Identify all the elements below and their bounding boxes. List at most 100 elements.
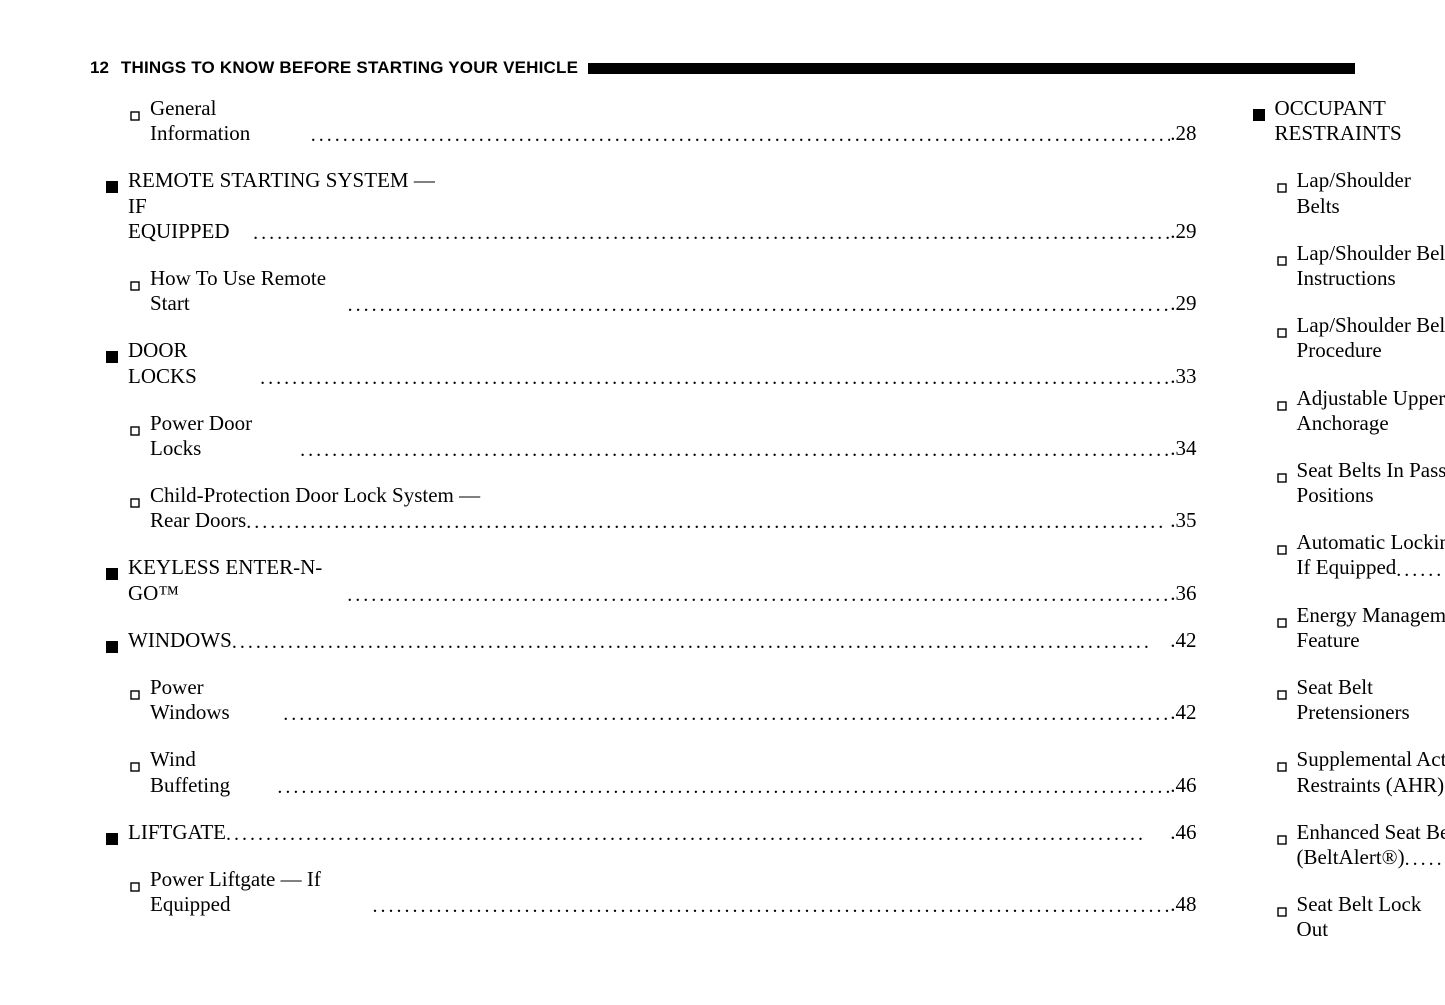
toc-entry: Energy Management Feature .63 — [1237, 603, 1445, 653]
toc-entry: LIFTGATE .46 — [90, 820, 1197, 845]
toc-page-ref: .29 — [1170, 291, 1196, 316]
toc-left-column: General Information .28 REMOTE STARTING … — [90, 96, 1197, 965]
toc-entry-text: Seat Belt Pretensioners — [1297, 675, 1445, 725]
toc-entry: Seat Belt Pretensioners .63 — [1237, 675, 1445, 725]
dot-leader — [277, 775, 1170, 799]
toc-entry-text: Energy Management Feature — [1297, 603, 1445, 653]
toc-entry-text: How To Use Remote Start — [150, 266, 348, 316]
toc-entry-text: Adjustable Upper Shoulder Belt Anchorage — [1297, 386, 1445, 436]
dot-leader — [347, 583, 1170, 607]
toc-entry-text-line1: Automatic Locking Retractor Mode (ALR) — — [1297, 530, 1445, 555]
open-square-icon — [1277, 319, 1287, 344]
dot-leader — [253, 221, 1170, 245]
toc-page-ref: .33 — [1170, 364, 1196, 389]
toc-page-ref: .36 — [1170, 581, 1196, 606]
toc-page-ref: .34 — [1170, 436, 1196, 461]
toc-entry-text: LIFTGATE — [128, 820, 226, 845]
toc-entry: Adjustable Upper Shoulder Belt Anchorage… — [1237, 386, 1445, 436]
toc-entry: WINDOWS .42 — [90, 628, 1197, 653]
toc-entry-text-line2: (BeltAlert®) — [1297, 845, 1405, 870]
filled-square-icon — [106, 344, 118, 369]
dot-leader — [226, 822, 1170, 846]
toc-entry: Wind Buffeting .46 — [90, 747, 1197, 797]
toc-page-ref: .29 — [1170, 219, 1196, 244]
toc-entry: General Information .28 — [90, 96, 1197, 146]
open-square-icon — [1277, 247, 1287, 272]
toc-entry-text-line1: Child-Protection Door Lock System — — [150, 483, 1197, 508]
toc-entry: Enhanced Seat Belt Use Reminder System (… — [1237, 820, 1445, 870]
open-square-icon — [130, 681, 140, 706]
toc-page-ref: .28 — [1170, 121, 1196, 146]
toc-entry: How To Use Remote Start .29 — [90, 266, 1197, 316]
toc-entry-text: Wind Buffeting — [150, 747, 277, 797]
open-square-icon — [1277, 392, 1287, 417]
toc-entry: Power Door Locks .34 — [90, 411, 1197, 461]
toc-entry-text: Seat Belts In Passenger Seating Position… — [1297, 458, 1445, 508]
filled-square-icon — [106, 174, 118, 199]
toc-entry: Lap/Shoulder Belt Operating Instructions… — [1237, 241, 1445, 291]
dot-leader — [1405, 847, 1445, 871]
toc-entry-text-line1: Enhanced Seat Belt Use Reminder System — [1297, 820, 1445, 845]
toc-entry-text-line1: REMOTE STARTING SYSTEM — — [128, 168, 1197, 193]
dot-leader — [348, 293, 1171, 317]
open-square-icon — [1277, 826, 1287, 851]
toc-entry-text: KEYLESS ENTER-N-GO™ — [128, 555, 347, 605]
section-title: THINGS TO KNOW BEFORE STARTING YOUR VEHI… — [121, 58, 578, 78]
toc-entry: Lap/Shoulder Belts .55 — [1237, 168, 1445, 218]
dot-leader — [246, 510, 1170, 534]
dot-leader — [260, 366, 1170, 390]
toc-entry-text-line2: Rear Doors — [150, 508, 246, 533]
toc-entry: Automatic Locking Retractor Mode (ALR) —… — [1237, 530, 1445, 580]
open-square-icon — [1277, 174, 1287, 199]
dot-leader — [1396, 558, 1445, 582]
toc-page-ref: .35 — [1170, 508, 1196, 533]
filled-square-icon — [106, 634, 118, 659]
page-number: 12 — [90, 58, 109, 78]
toc-entry-text: Power Liftgate — If Equipped — [150, 867, 373, 917]
toc-entry-text: Power Door Locks — [150, 411, 300, 461]
toc-entry-text: General Information — [150, 96, 311, 146]
toc-entry: Lap/Shoulder Belt Untwisting Procedure .… — [1237, 313, 1445, 363]
open-square-icon — [130, 753, 140, 778]
toc-entry-text: Lap/Shoulder Belt Operating Instructions — [1297, 241, 1445, 291]
dot-leader — [373, 894, 1171, 918]
toc-entry: OCCUPANT RESTRAINTS .51 — [1237, 96, 1445, 146]
toc-entry: Child-Protection Door Lock System — Rear… — [90, 483, 1197, 533]
header-rule-bar — [588, 63, 1355, 74]
toc-entry: Supplemental Active Head Restraints (AHR… — [1237, 747, 1445, 797]
toc-entry-text: WINDOWS — [128, 628, 232, 653]
toc-page-ref: .48 — [1170, 892, 1196, 917]
open-square-icon — [1277, 536, 1287, 561]
dot-leader — [311, 123, 1171, 147]
filled-square-icon — [106, 561, 118, 586]
toc-entry-text: Power Windows — [150, 675, 283, 725]
toc-entry-text: OCCUPANT RESTRAINTS — [1275, 96, 1445, 146]
toc-entry-text: DOOR LOCKS — [128, 338, 260, 388]
open-square-icon — [1277, 753, 1287, 778]
toc-entry: REMOTE STARTING SYSTEM — IF EQUIPPED .29 — [90, 168, 1197, 244]
toc-entry: Seat Belt Lock Out .69 — [1237, 892, 1445, 942]
toc-entry: Seat Belts In Passenger Seating Position… — [1237, 458, 1445, 508]
toc-entry-text-line2: IF EQUIPPED — [128, 194, 253, 244]
toc-right-column: OCCUPANT RESTRAINTS .51 Lap/Shoulder Bel… — [1237, 96, 1445, 965]
toc-entry: Power Windows .42 — [90, 675, 1197, 725]
open-square-icon — [130, 272, 140, 297]
toc-entry-text: Supplemental Active Head Restraints (AHR… — [1297, 747, 1445, 797]
toc-columns: General Information .28 REMOTE STARTING … — [90, 96, 1355, 965]
open-square-icon — [130, 489, 140, 514]
dot-leader — [283, 702, 1170, 726]
toc-entry-text: Lap/Shoulder Belt Untwisting Procedure — [1297, 313, 1445, 363]
toc-page-ref: .42 — [1170, 628, 1196, 653]
toc-page-ref: .46 — [1170, 820, 1196, 845]
open-square-icon — [1277, 898, 1287, 923]
filled-square-icon — [1253, 102, 1265, 127]
toc-entry: KEYLESS ENTER-N-GO™ .36 — [90, 555, 1197, 605]
dot-leader — [232, 630, 1170, 654]
page-container: 12 THINGS TO KNOW BEFORE STARTING YOUR V… — [0, 0, 1445, 1005]
page-header: 12 THINGS TO KNOW BEFORE STARTING YOUR V… — [90, 58, 1355, 78]
open-square-icon — [1277, 464, 1287, 489]
toc-entry: DOOR LOCKS .33 — [90, 338, 1197, 388]
open-square-icon — [130, 873, 140, 898]
toc-entry-text-line2: If Equipped — [1297, 555, 1397, 580]
toc-page-ref: .46 — [1170, 773, 1196, 798]
